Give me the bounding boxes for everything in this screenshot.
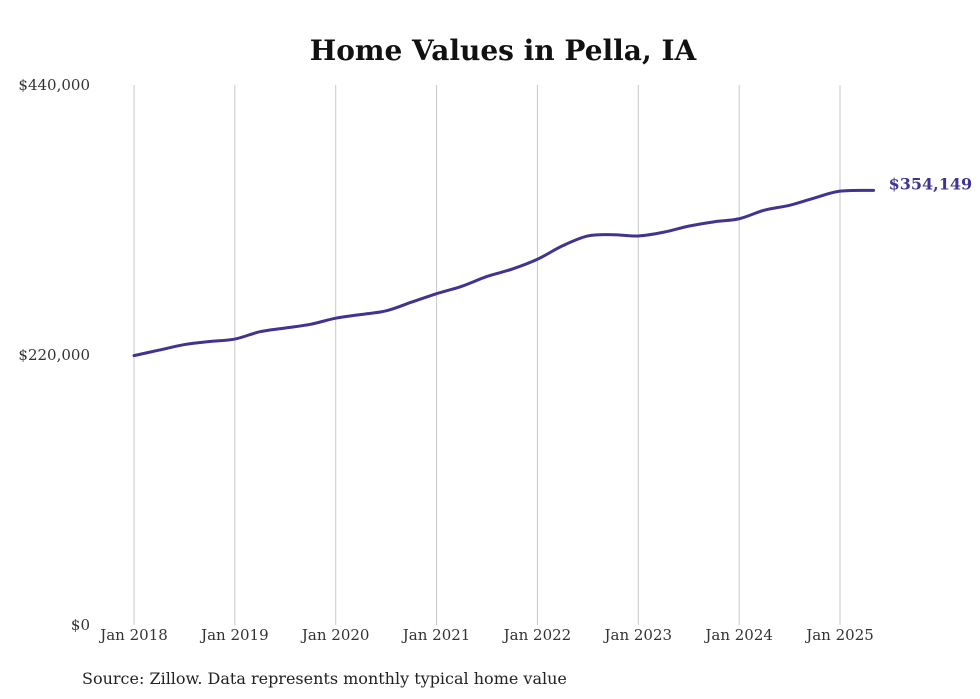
y-tick-label: $440,000 <box>18 76 90 94</box>
data-point <box>435 292 438 295</box>
y-axis-ticks: $0 $220,000 $440,000 <box>18 76 90 634</box>
data-point <box>410 301 413 304</box>
data-point <box>486 275 489 278</box>
data-point <box>637 234 640 237</box>
data-point <box>712 220 715 223</box>
data-point <box>259 330 262 333</box>
data-point <box>511 268 514 271</box>
x-tick-label: Jan 2025 <box>804 626 874 644</box>
end-value-label: $354,149 <box>889 174 973 193</box>
data-point <box>872 189 875 192</box>
data-point <box>813 196 816 199</box>
x-tick-label: Jan 2024 <box>703 626 773 644</box>
data-point <box>334 317 337 320</box>
data-point <box>359 313 362 316</box>
x-tick-label: Jan 2021 <box>401 626 471 644</box>
x-tick-label: Jan 2019 <box>199 626 269 644</box>
data-point <box>233 338 236 341</box>
data-point <box>385 309 388 312</box>
data-point <box>309 323 312 326</box>
data-point <box>586 234 589 237</box>
x-tick-label: Jan 2020 <box>300 626 370 644</box>
series-line <box>132 188 876 358</box>
x-axis-ticks: Jan 2018 Jan 2019 Jan 2020 Jan 2021 Jan 2022… <box>98 626 874 644</box>
data-point <box>687 225 690 228</box>
data-point <box>788 204 791 207</box>
vertical-gridlines <box>133 85 841 625</box>
data-point <box>839 190 842 193</box>
y-tick-label: $220,000 <box>18 346 90 364</box>
data-point <box>561 244 564 247</box>
data-point <box>284 327 287 330</box>
data-point <box>133 354 136 357</box>
data-point <box>183 343 186 346</box>
data-point <box>460 285 463 288</box>
x-tick-label: Jan 2022 <box>502 626 572 644</box>
chart-title: Home Values in Pella, IA <box>310 34 698 67</box>
y-tick-label: $0 <box>71 616 90 634</box>
data-point <box>158 349 161 352</box>
data-point <box>612 233 615 236</box>
series-layer: $354,149 <box>132 174 973 358</box>
data-point <box>536 258 539 261</box>
x-tick-label: Jan 2018 <box>98 626 168 644</box>
data-point <box>763 209 766 212</box>
x-tick-label: Jan 2023 <box>603 626 673 644</box>
data-point <box>738 217 741 220</box>
data-point <box>662 231 665 234</box>
source-note: Source: Zillow. Data represents monthly … <box>82 669 567 688</box>
data-point <box>208 340 211 343</box>
